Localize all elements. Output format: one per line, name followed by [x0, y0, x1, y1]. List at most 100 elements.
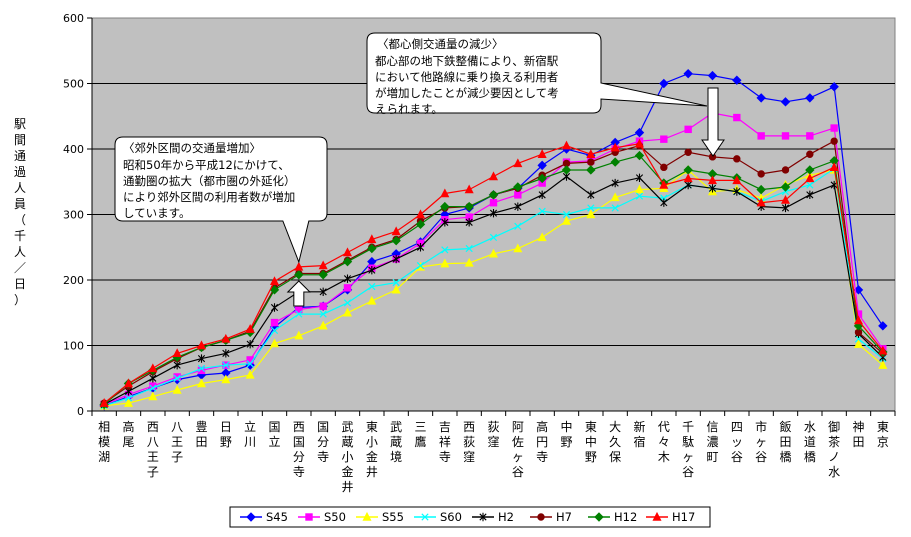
- data-point: [319, 287, 327, 296]
- data-point: [362, 511, 372, 521]
- data-point: [586, 149, 596, 158]
- data-point: [660, 135, 668, 143]
- x-tick-label: 神田: [852, 420, 864, 449]
- data-point: [853, 285, 864, 295]
- data-point: [368, 265, 376, 275]
- legend-item-h7: H7: [530, 510, 572, 524]
- x-tick-label: 西国分寺: [293, 420, 305, 479]
- data-point: [465, 244, 473, 253]
- data-point: [806, 150, 814, 158]
- legend-item-h12: H12: [588, 510, 637, 524]
- data-point: [221, 333, 231, 343]
- data-point: [829, 82, 839, 92]
- legend-item-h17: H17: [646, 510, 695, 524]
- y-tick-label: 200: [63, 274, 84, 287]
- data-point: [197, 354, 206, 363]
- data-point: [197, 364, 206, 373]
- y-tick-label: 0: [77, 405, 84, 418]
- y-axis: 0 100 200 300 400 500 600: [63, 12, 93, 418]
- data-point: [635, 192, 644, 200]
- x-tick-label: 信濃町: [706, 420, 718, 464]
- x-tick-label: 立川: [244, 419, 256, 449]
- data-point: [878, 345, 888, 355]
- data-point: [684, 125, 692, 134]
- data-point: [342, 256, 353, 267]
- callout-suburban-line: 通勤圏の拡大（都市圏の外延化）: [123, 174, 296, 188]
- data-point: [830, 137, 838, 145]
- data-point: [733, 113, 741, 122]
- data-point: [594, 512, 604, 522]
- data-point: [318, 320, 328, 330]
- data-point: [733, 187, 741, 196]
- data-point: [660, 198, 668, 207]
- data-point: [513, 182, 523, 192]
- data-point: [270, 326, 279, 335]
- legend-item-h2: H2: [472, 510, 514, 524]
- data-point: [441, 218, 449, 227]
- down-arrow-icon: [701, 87, 725, 157]
- data-point: [464, 201, 474, 212]
- x-tick-label: 中野: [560, 419, 572, 449]
- data-point: [537, 173, 547, 184]
- data-point: [342, 247, 353, 257]
- annotations: 〈郊外区間の交通量増加〉昭和50年から平成12にかけて、通勤圏の拡大（都市圏の外…: [114, 32, 725, 307]
- x-tick-label: 相模湖: [98, 420, 110, 464]
- legend-box: [229, 506, 711, 528]
- callout-suburban-title: 〈郊外区間の交通量増加〉: [123, 141, 261, 155]
- y-tick-label: 600: [63, 12, 84, 25]
- data-point: [440, 258, 450, 268]
- data-point: [368, 282, 376, 291]
- data-point: [440, 201, 450, 212]
- x-tick-label: 東京: [877, 420, 889, 449]
- data-point: [464, 184, 474, 194]
- data-point: [319, 302, 327, 310]
- data-point: [756, 93, 766, 103]
- x-tick-label: 大久保: [609, 420, 621, 464]
- data-point: [391, 235, 401, 246]
- data-point: [99, 398, 109, 407]
- data-point: [441, 246, 449, 254]
- data-point: [683, 173, 693, 183]
- data-point: [684, 148, 692, 156]
- data-point: [660, 163, 668, 172]
- x-tick-label: 代々木: [658, 420, 670, 464]
- data-point: [537, 232, 547, 242]
- data-point: [513, 158, 523, 168]
- data-point: [635, 173, 644, 183]
- data-point: [197, 366, 206, 375]
- data-point: [610, 157, 620, 167]
- data-point: [878, 321, 888, 331]
- data-point: [733, 155, 741, 163]
- x-tick-label: 荻窪: [487, 420, 499, 449]
- data-point: [245, 324, 255, 333]
- x-tick-label: 四ッ谷: [731, 420, 743, 464]
- data-point: [294, 270, 304, 280]
- x-tick-label: 東小金井: [366, 420, 378, 479]
- series-h2: [100, 172, 887, 409]
- data-point: [246, 512, 256, 522]
- callout-central-line: 都心部の地下鉄整備により、新宿駅: [375, 54, 559, 68]
- data-point: [488, 171, 499, 181]
- data-point: [732, 175, 742, 185]
- data-point: [343, 274, 352, 283]
- data-point: [708, 184, 717, 193]
- legend-item-s55: S55: [356, 510, 404, 524]
- data-point: [757, 170, 765, 178]
- legend: S45 S50 S55 S60 H2 H7 H12 H17: [240, 510, 695, 524]
- data-point: [392, 254, 400, 264]
- data-point: [172, 384, 182, 394]
- data-point: [634, 150, 645, 161]
- data-point: [805, 93, 815, 103]
- data-point: [488, 248, 499, 258]
- legend-item-s60: S60: [414, 510, 462, 524]
- data-point: [367, 295, 377, 305]
- data-point: [756, 184, 766, 195]
- y-axis-label: 駅間通過人員（千人／日）: [14, 117, 26, 307]
- data-point: [756, 197, 766, 207]
- data-point: [537, 160, 547, 171]
- data-point: [343, 284, 352, 292]
- legend-label: H7: [556, 510, 572, 524]
- callout-central-line: が増加したことが減少要因として考: [375, 86, 559, 100]
- series-lines: [99, 68, 888, 411]
- x-tick-label: 八王子: [171, 420, 183, 464]
